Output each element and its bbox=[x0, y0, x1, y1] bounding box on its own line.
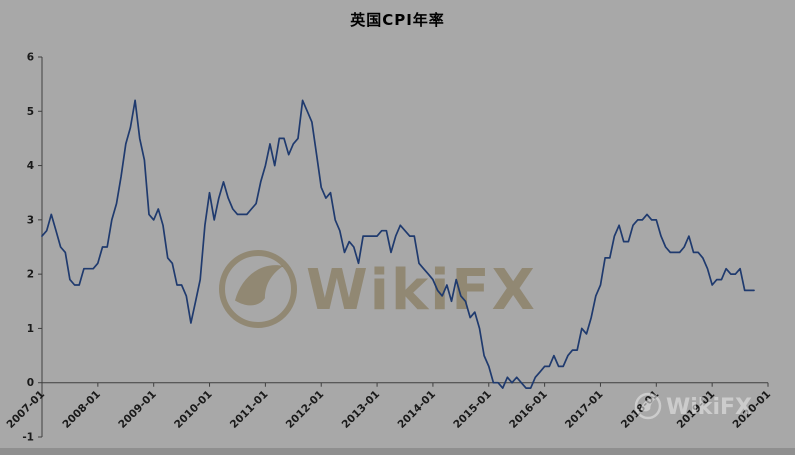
x-axis-tick-label: 2011-01 bbox=[228, 388, 271, 431]
window-bottom-edge bbox=[0, 448, 795, 455]
y-axis-tick-label: 5 bbox=[27, 106, 34, 118]
x-axis-tick-label: 2010-01 bbox=[172, 388, 215, 431]
x-axis-tick-label: 2013-01 bbox=[340, 388, 383, 431]
y-axis-tick-label: -1 bbox=[22, 432, 34, 444]
watermark-text: WikiFX bbox=[306, 258, 537, 323]
y-axis-tick-label: 3 bbox=[27, 214, 34, 226]
x-axis-tick-label: 2017-01 bbox=[563, 388, 606, 431]
wikifx-eagle-badge-icon bbox=[634, 392, 662, 420]
y-axis-tick-label: 4 bbox=[27, 160, 34, 172]
wikifx-watermark-corner: WikiFX bbox=[634, 392, 752, 420]
chart-title: 英国CPI年率 bbox=[350, 11, 445, 29]
watermark-text: WikiFX bbox=[666, 395, 752, 420]
cpi-series-line bbox=[41, 99, 755, 389]
y-axis-tick-label: 2 bbox=[27, 269, 34, 281]
x-axis-tick-label: 2014-01 bbox=[395, 388, 438, 431]
x-axis-tick-label: 2012-01 bbox=[284, 388, 327, 431]
x-axis-tick-label: 2016-01 bbox=[507, 388, 550, 431]
x-axis-tick-label: 2007-01 bbox=[5, 388, 48, 431]
wikifx-eagle-badge-icon bbox=[219, 250, 297, 328]
x-axis-tick-label: 2009-01 bbox=[116, 388, 159, 431]
y-axis-tick-label: 1 bbox=[27, 323, 34, 335]
y-axis-tick-label: 6 bbox=[27, 52, 34, 64]
wikifx-eagle-icon bbox=[235, 265, 284, 306]
wikifx-eagle-icon bbox=[640, 398, 657, 412]
y-axis-tick-label: 0 bbox=[27, 377, 34, 389]
x-axis-tick-label: 2008-01 bbox=[60, 388, 103, 431]
wikifx-watermark-center: WikiFX bbox=[219, 250, 537, 328]
x-axis-tick-label: 2015-01 bbox=[451, 388, 494, 431]
x-axis-tick-label: 2018-01 bbox=[619, 388, 662, 431]
